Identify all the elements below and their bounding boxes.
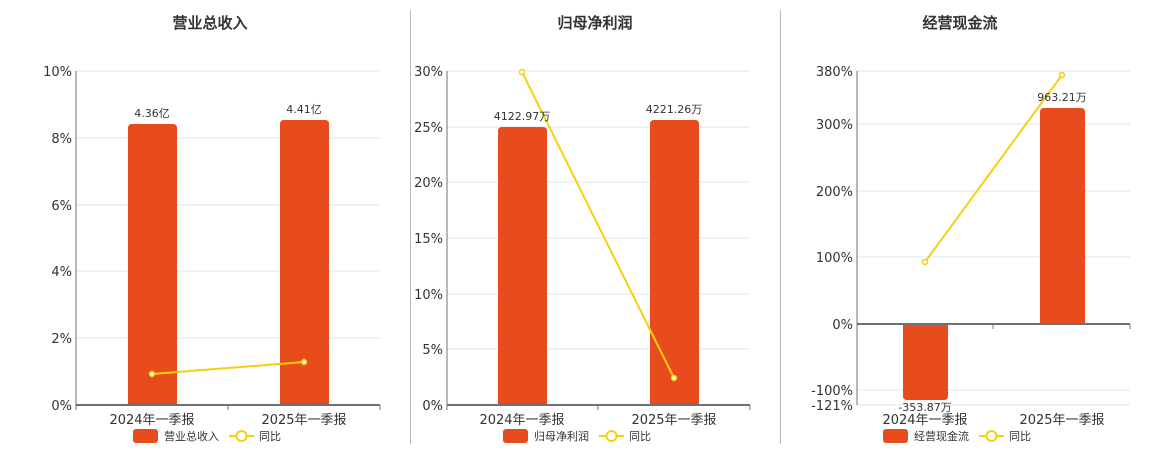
- line-legend-icon[interactable]: [599, 429, 624, 443]
- bar-value-label: -353.87万: [898, 401, 951, 414]
- chart-panel-revenue: 营业总收入 10% 8% 6% 4% 2% 0% 4.36亿 4.41: [0, 0, 410, 450]
- yoy-line: [151, 361, 305, 375]
- line-legend-icon[interactable]: [229, 429, 254, 443]
- bar-2024q1: [498, 127, 547, 405]
- svg-text:10%: 10%: [414, 288, 443, 303]
- svg-text:-121%: -121%: [811, 399, 853, 414]
- svg-text:6%: 6%: [51, 199, 72, 214]
- bar-legend-swatch[interactable]: [133, 429, 158, 443]
- bar-legend-label[interactable]: 经营现金流: [914, 430, 969, 443]
- svg-text:5%: 5%: [422, 343, 443, 358]
- bar-legend-label[interactable]: 营业总收入: [164, 430, 219, 443]
- bar-value-label: 4122.97万: [494, 110, 551, 123]
- yoy-line: [924, 74, 1063, 263]
- bar-legend-label[interactable]: 归母净利润: [534, 430, 589, 443]
- x-tick-label: 2024年一季报: [109, 413, 194, 428]
- panel-divider: [780, 10, 781, 444]
- svg-text:10%: 10%: [43, 65, 72, 80]
- svg-text:-100%: -100%: [811, 384, 853, 399]
- svg-text:0%: 0%: [422, 399, 443, 414]
- svg-text:200%: 200%: [816, 185, 853, 200]
- svg-text:2%: 2%: [51, 332, 72, 347]
- svg-text:100%: 100%: [816, 251, 853, 266]
- bar-2025q1: [280, 120, 329, 405]
- x-tick-label: 2024年一季报: [882, 413, 967, 428]
- chart-legend: 经营现金流 同比: [883, 428, 1031, 444]
- chart-legend: 归母净利润 同比: [503, 428, 651, 444]
- chart-plot: 10% 8% 6% 4% 2% 0% 4.36亿 4.41亿 2024年一季报 …: [43, 65, 381, 428]
- chart-plot: 30% 25% 20% 15% 10% 5% 0% 4122.97万 4221.…: [414, 65, 751, 428]
- line-legend-label[interactable]: 同比: [259, 430, 281, 443]
- bar-legend-swatch[interactable]: [503, 429, 528, 443]
- x-tick-label: 2025年一季报: [261, 413, 346, 428]
- svg-text:4%: 4%: [51, 265, 72, 280]
- x-tick-label: 2025年一季报: [631, 413, 716, 428]
- bar-value-label: 4.41亿: [286, 103, 322, 116]
- chart-legend: 营业总收入 同比: [133, 428, 281, 444]
- yoy-line: [521, 71, 675, 379]
- line-legend-label[interactable]: 同比: [1009, 430, 1031, 443]
- bar-value-label: 4221.26万: [646, 103, 703, 116]
- x-tick-label: 2024年一季报: [479, 413, 564, 428]
- bar-2024q1: [128, 124, 177, 405]
- svg-text:0%: 0%: [51, 399, 72, 414]
- panel-divider: [410, 10, 411, 444]
- chart-title: 营业总收入: [172, 14, 248, 32]
- svg-text:300%: 300%: [816, 118, 853, 133]
- svg-text:0%: 0%: [832, 318, 853, 333]
- svg-text:380%: 380%: [816, 65, 853, 80]
- line-legend-label[interactable]: 同比: [629, 430, 651, 443]
- svg-text:30%: 30%: [414, 65, 443, 80]
- bar-value-label: 4.36亿: [134, 107, 170, 120]
- chart-title: 归母净利润: [557, 14, 633, 32]
- line-legend-icon[interactable]: [979, 429, 1004, 443]
- chart-title: 经营现金流: [922, 14, 998, 32]
- svg-text:25%: 25%: [414, 121, 443, 136]
- chart-panel-net-profit: 归母净利润 30% 25% 20% 15% 10% 5% 0% 4122.97万…: [414, 14, 751, 444]
- x-tick-label: 2025年一季报: [1019, 413, 1104, 428]
- bar-2025q1: [1040, 108, 1085, 324]
- bar-value-label: 963.21万: [1037, 91, 1087, 104]
- svg-text:15%: 15%: [414, 232, 443, 247]
- svg-text:20%: 20%: [414, 176, 443, 191]
- bar-2024q1: [903, 324, 948, 400]
- svg-text:8%: 8%: [51, 132, 72, 147]
- bar-2025q1: [650, 120, 699, 405]
- bar-legend-swatch[interactable]: [883, 429, 908, 443]
